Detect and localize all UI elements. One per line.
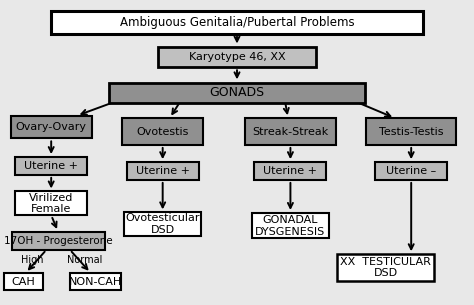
FancyBboxPatch shape — [337, 254, 434, 281]
FancyBboxPatch shape — [15, 191, 87, 215]
FancyBboxPatch shape — [245, 118, 336, 145]
Text: Ovotesticular
DSD: Ovotesticular DSD — [126, 214, 200, 235]
Text: Ovotestis: Ovotestis — [137, 127, 189, 137]
FancyBboxPatch shape — [51, 11, 423, 34]
Text: Streak-Streak: Streak-Streak — [252, 127, 328, 137]
FancyBboxPatch shape — [127, 162, 199, 180]
FancyBboxPatch shape — [252, 213, 329, 239]
FancyBboxPatch shape — [255, 162, 327, 180]
Text: Karyotype 46, XX: Karyotype 46, XX — [189, 52, 285, 62]
FancyBboxPatch shape — [122, 118, 203, 145]
FancyBboxPatch shape — [10, 116, 92, 138]
FancyBboxPatch shape — [70, 273, 121, 290]
Text: Uterine +: Uterine + — [136, 166, 190, 176]
Text: 17OH - Progesterone: 17OH - Progesterone — [4, 236, 112, 246]
FancyBboxPatch shape — [375, 162, 447, 180]
Text: GONADS: GONADS — [210, 86, 264, 99]
FancyBboxPatch shape — [15, 157, 87, 175]
FancyBboxPatch shape — [4, 273, 43, 290]
FancyBboxPatch shape — [124, 212, 201, 236]
Text: GONADAL
DYSGENESIS: GONADAL DYSGENESIS — [255, 215, 326, 237]
Text: Ambiguous Genitalia/Pubertal Problems: Ambiguous Genitalia/Pubertal Problems — [120, 16, 354, 29]
Text: Normal: Normal — [67, 255, 102, 265]
FancyBboxPatch shape — [158, 47, 316, 67]
Text: Uterine –: Uterine – — [386, 166, 437, 176]
Text: Virilized
Female: Virilized Female — [29, 192, 73, 214]
Text: Uterine +: Uterine + — [24, 161, 78, 171]
FancyBboxPatch shape — [109, 83, 365, 103]
Text: High: High — [21, 255, 44, 265]
Text: Testis-Testis: Testis-Testis — [379, 127, 444, 137]
FancyBboxPatch shape — [366, 118, 456, 145]
Text: NON-CAH: NON-CAH — [69, 277, 122, 287]
Text: XX  TESTICULAR
DSD: XX TESTICULAR DSD — [340, 257, 431, 278]
Text: Uterine +: Uterine + — [264, 166, 318, 176]
Text: CAH: CAH — [11, 277, 35, 287]
FancyBboxPatch shape — [12, 232, 105, 249]
Text: Ovary-Ovary: Ovary-Ovary — [16, 122, 87, 132]
